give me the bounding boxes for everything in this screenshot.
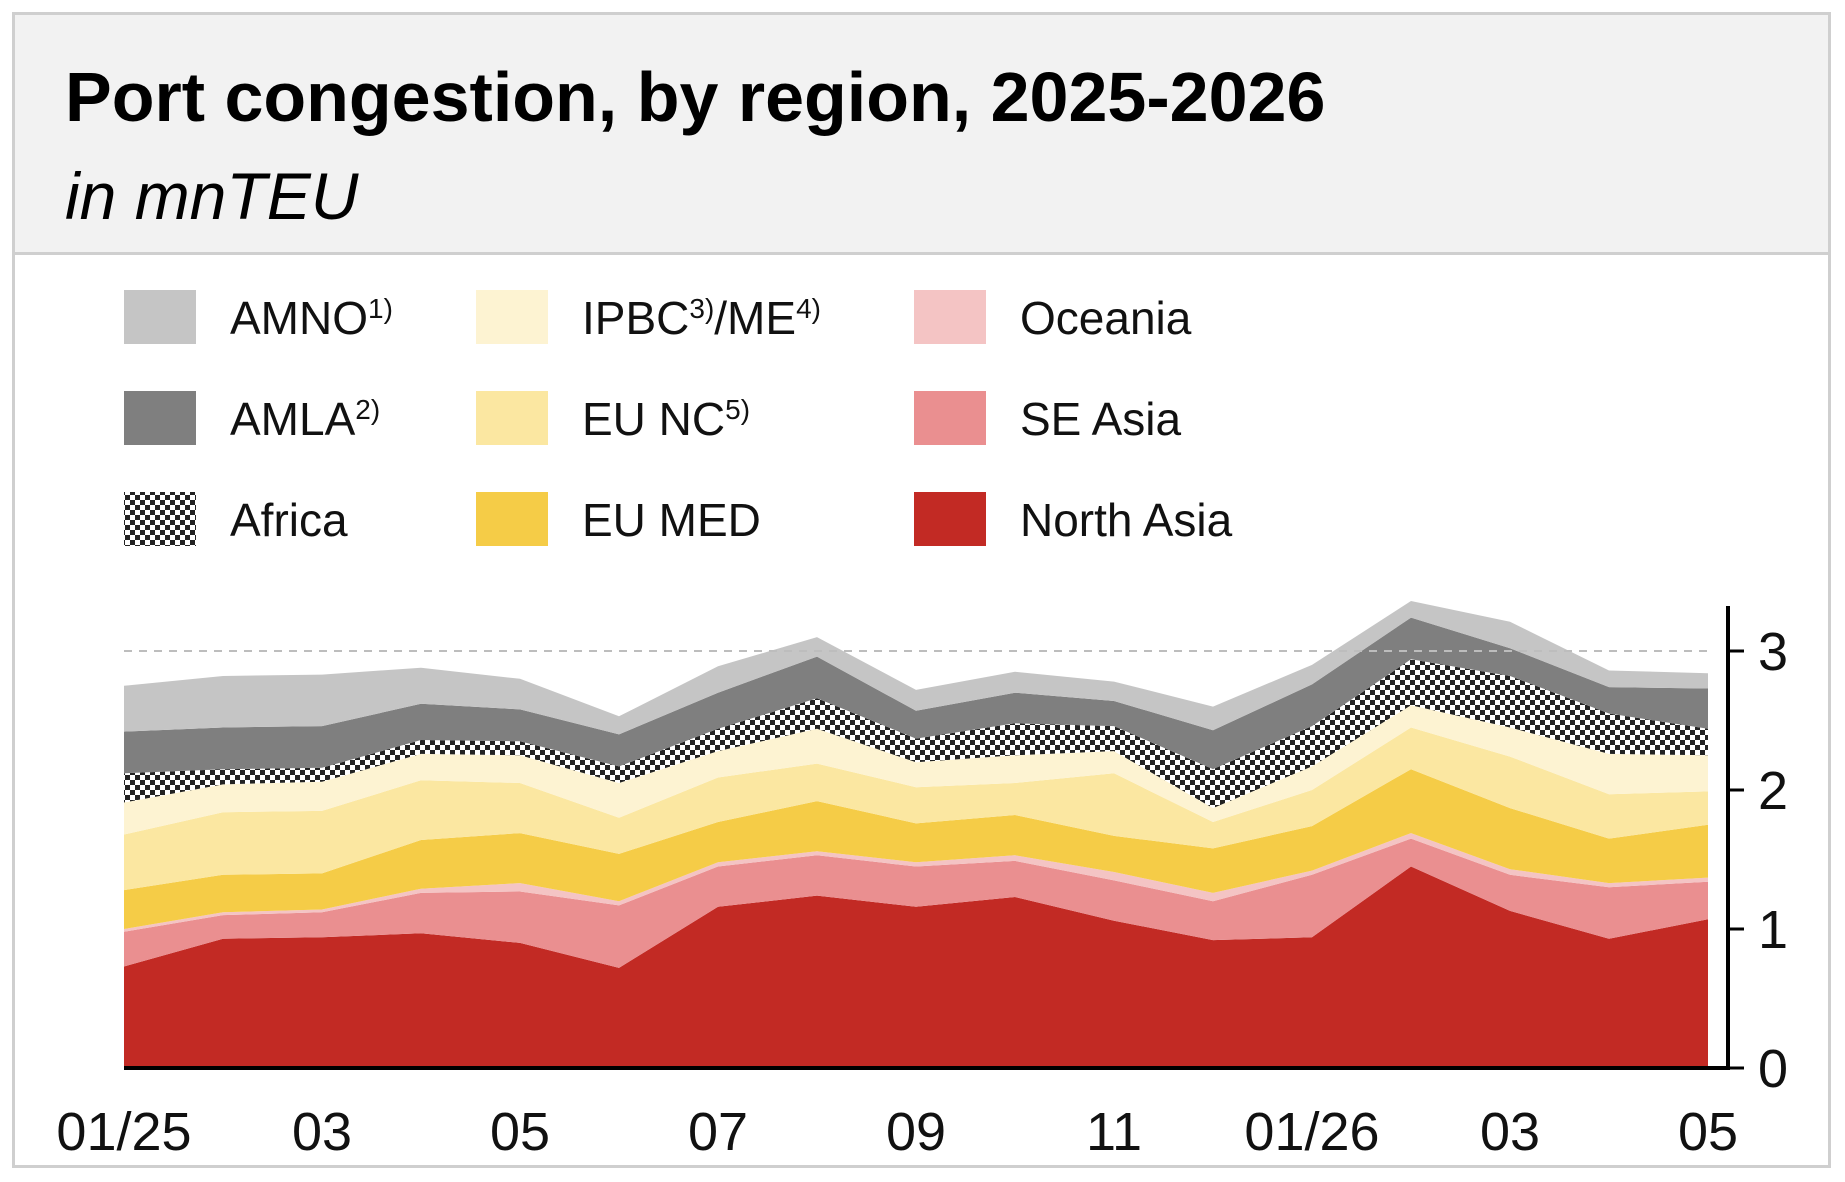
area-eu-nc [124, 727, 1708, 891]
x-tick-label: 05 [1678, 1102, 1738, 1162]
legend-item-oceania: Oceania [914, 290, 1192, 344]
legend-label: EU NC5) [582, 393, 750, 445]
legend-item-amno: AMNO1) [124, 290, 393, 344]
legend-label: EU MED [582, 494, 761, 546]
legend-swatch [124, 391, 196, 445]
legend-swatch [476, 492, 548, 546]
legend-swatch [914, 290, 986, 344]
legend-item-ipbc-me: IPBC3)/ME4) [476, 290, 821, 344]
legend-label: Oceania [1020, 292, 1192, 344]
legend-label: AMNO1) [230, 292, 393, 344]
area-amno [124, 601, 1708, 735]
legend-label: AMLA2) [230, 393, 380, 445]
y-tick-label: 0 [1758, 1039, 1788, 1099]
area-se-asia [124, 838, 1708, 968]
legend-label: IPBC3)/ME4) [582, 292, 821, 344]
y-tick-label: 3 [1758, 622, 1788, 682]
legend-label: SE Asia [1020, 393, 1182, 445]
legend-item-eu-med: EU MED [476, 492, 761, 546]
x-tick-label: 11 [1086, 1102, 1142, 1162]
legend-item-eu-nc: EU NC5) [476, 391, 750, 445]
x-tick-label: 07 [688, 1102, 748, 1162]
legend-swatch [476, 391, 548, 445]
y-tick-label: 2 [1758, 761, 1788, 821]
x-tick-label: 01/26 [1244, 1102, 1379, 1162]
legend-swatch [476, 290, 548, 344]
legend: AMNO1) AMLA2) Africa IPBC3)/ME4) EU NC5) EU M… [124, 290, 1233, 546]
area-layer [124, 601, 1708, 1068]
chart-subtitle: in mnTEU [65, 159, 359, 233]
x-tick-label: 03 [1480, 1102, 1540, 1162]
legend-swatch [914, 492, 986, 546]
legend-label: Africa [230, 494, 348, 546]
legend-swatch [124, 492, 196, 546]
axes: 0 1 2 3 01/25 03 05 07 09 11 01/26 03 05 [56, 606, 1788, 1162]
x-tick-label: 05 [490, 1102, 550, 1162]
legend-swatch [124, 290, 196, 344]
y-tick-label: 1 [1758, 900, 1788, 960]
area-ipbc-me [124, 705, 1708, 835]
legend-item-africa: Africa [124, 492, 348, 546]
chart-title: Port congestion, by region, 2025-2026 [65, 58, 1326, 136]
chart-header: Port congestion, by region, 2025-2026 in… [15, 15, 1828, 255]
legend-swatch [914, 391, 986, 445]
area-north-asia [124, 866, 1708, 1068]
legend-item-north-asia: North Asia [914, 492, 1233, 546]
x-tick-label: 01/25 [56, 1102, 191, 1162]
x-tick-label: 03 [292, 1102, 352, 1162]
legend-label: North Asia [1020, 494, 1233, 546]
area-amla [124, 617, 1708, 774]
area-eu-med [124, 769, 1708, 929]
x-tick-label: 09 [886, 1102, 946, 1162]
legend-item-amla: AMLA2) [124, 391, 380, 445]
legend-item-se-asia: SE Asia [914, 391, 1182, 445]
